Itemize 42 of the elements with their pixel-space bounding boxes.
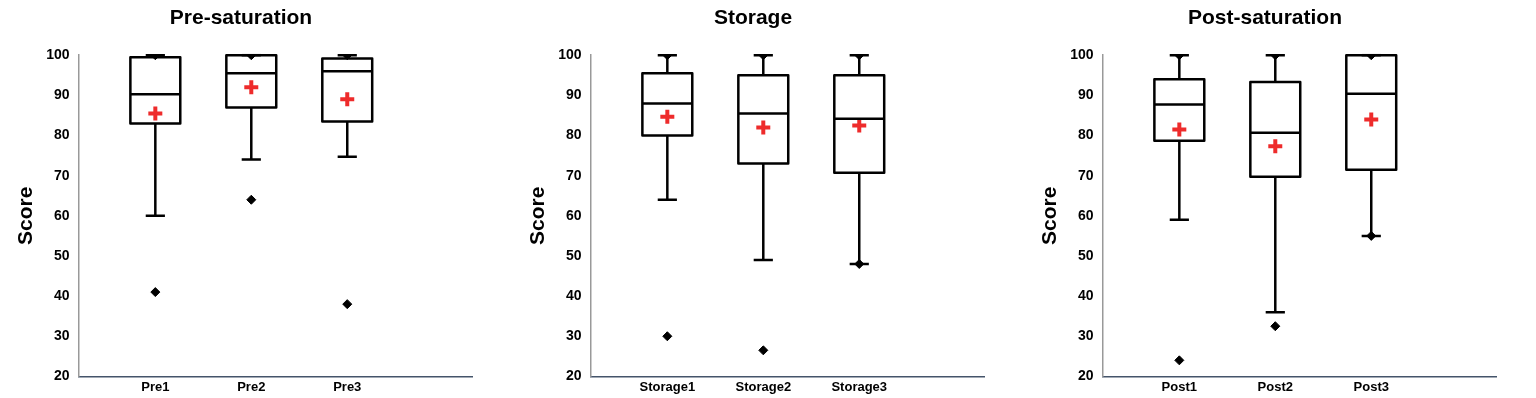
chart-title: Storage	[713, 5, 793, 29]
y-tick-label: 50	[1077, 246, 1094, 263]
y-tick-label: 40	[565, 286, 582, 303]
y-tick-label: 70	[565, 166, 582, 183]
y-tick-label: 90	[1077, 86, 1094, 103]
x-tick-label: Storage2	[735, 378, 792, 394]
y-tick-label: 30	[1077, 327, 1094, 344]
x-tick-label: Pre1	[141, 378, 170, 394]
y-tick-label: 40	[53, 286, 70, 303]
y-tick-label: 70	[1077, 166, 1094, 183]
y-tick-label: 60	[53, 206, 70, 223]
y-tick-label: 20	[1077, 367, 1094, 384]
y-tick-label: 20	[565, 367, 582, 384]
x-tick-label: Storage3	[831, 378, 888, 394]
y-tick-label: 40	[1077, 286, 1094, 303]
x-tick-label: Post2	[1257, 378, 1293, 394]
y-tick-label: 60	[1077, 206, 1094, 223]
y-axis-title: Score	[525, 186, 549, 245]
y-tick-label: 80	[1077, 126, 1094, 143]
y-tick-label: 50	[565, 246, 582, 263]
y-tick-label: 90	[53, 86, 70, 103]
y-tick-label: 90	[565, 86, 582, 103]
y-axis-title: Score	[1037, 186, 1061, 245]
y-tick-label: 80	[565, 126, 582, 143]
y-tick-label: 30	[565, 327, 582, 344]
y-tick-label: 100	[558, 46, 582, 63]
x-tick-label: Pre3	[333, 378, 362, 394]
y-tick-label: 50	[53, 246, 70, 263]
y-tick-label: 30	[53, 327, 70, 344]
x-tick-label: Post1	[1161, 378, 1198, 394]
y-tick-label: 20	[53, 367, 70, 384]
y-tick-label: 80	[53, 126, 70, 143]
y-tick-label: 100	[1070, 46, 1094, 63]
y-tick-label: 70	[53, 166, 70, 183]
chart-title: Post-saturation	[1187, 5, 1343, 29]
y-tick-label: 60	[565, 206, 582, 223]
y-tick-label: 100	[46, 46, 70, 63]
chart-title: Pre-saturation	[169, 5, 313, 29]
y-axis-title: Score	[13, 186, 37, 245]
x-tick-label: Storage1	[639, 378, 696, 394]
x-tick-label: Pre2	[237, 378, 266, 394]
x-tick-label: Post3	[1353, 378, 1389, 394]
